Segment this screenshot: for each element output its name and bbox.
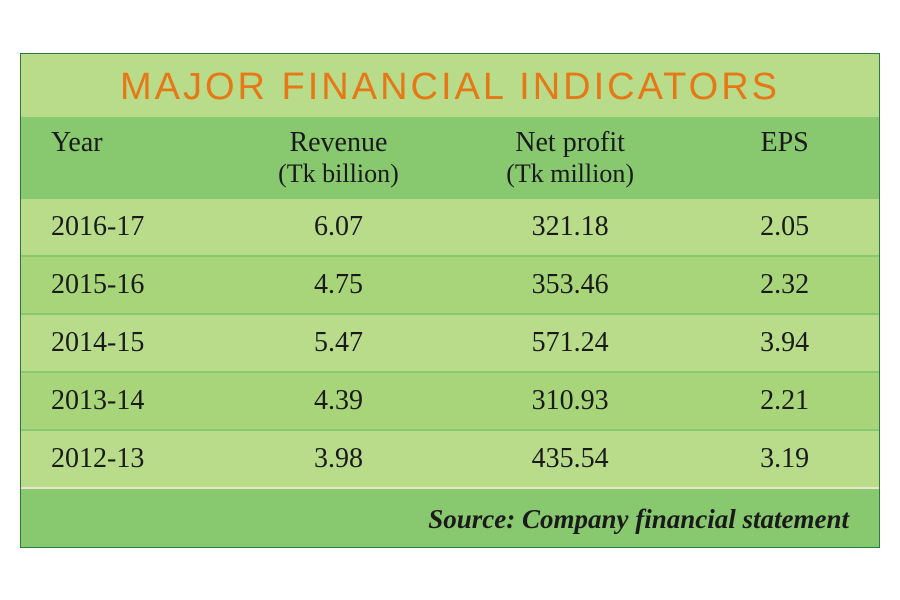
cell-revenue: 5.47	[227, 327, 450, 359]
table-row: 2015-16 4.75 353.46 2.32	[21, 257, 879, 315]
cell-year: 2013-14	[21, 385, 227, 417]
cell-eps: 2.21	[690, 385, 879, 417]
header-profit: Net profit (Tk million)	[450, 127, 690, 189]
cell-profit: 310.93	[450, 385, 690, 417]
cell-year: 2015-16	[21, 269, 227, 301]
table-title: MAJOR FINANCIAL INDICATORS	[120, 66, 780, 108]
cell-eps: 3.94	[690, 327, 879, 359]
cell-year: 2012-13	[21, 443, 227, 475]
cell-eps: 3.19	[690, 443, 879, 475]
cell-revenue: 3.98	[227, 443, 450, 475]
cell-year: 2016-17	[21, 211, 227, 243]
header-year: Year	[21, 127, 227, 189]
financial-table: MAJOR FINANCIAL INDICATORS Year Revenue …	[20, 53, 880, 548]
cell-profit: 353.46	[450, 269, 690, 301]
cell-profit: 571.24	[450, 327, 690, 359]
source-text: Source: Company financial statement	[428, 504, 849, 534]
title-row: MAJOR FINANCIAL INDICATORS	[21, 54, 879, 117]
data-rows: 2016-17 6.07 321.18 2.05 2015-16 4.75 35…	[21, 199, 879, 487]
source-row: Source: Company financial statement	[21, 489, 879, 547]
cell-eps: 2.32	[690, 269, 879, 301]
cell-eps: 2.05	[690, 211, 879, 243]
table-row: 2012-13 3.98 435.54 3.19	[21, 431, 879, 487]
table-row: 2013-14 4.39 310.93 2.21	[21, 373, 879, 431]
cell-year: 2014-15	[21, 327, 227, 359]
header-revenue: Revenue (Tk billion)	[227, 127, 450, 189]
table-row: 2014-15 5.47 571.24 3.94	[21, 315, 879, 373]
header-row: Year Revenue (Tk billion) Net profit (Tk…	[21, 117, 879, 199]
cell-revenue: 4.75	[227, 269, 450, 301]
cell-revenue: 4.39	[227, 385, 450, 417]
cell-profit: 435.54	[450, 443, 690, 475]
header-eps: EPS	[690, 127, 879, 189]
cell-revenue: 6.07	[227, 211, 450, 243]
cell-profit: 321.18	[450, 211, 690, 243]
table-row: 2016-17 6.07 321.18 2.05	[21, 199, 879, 257]
